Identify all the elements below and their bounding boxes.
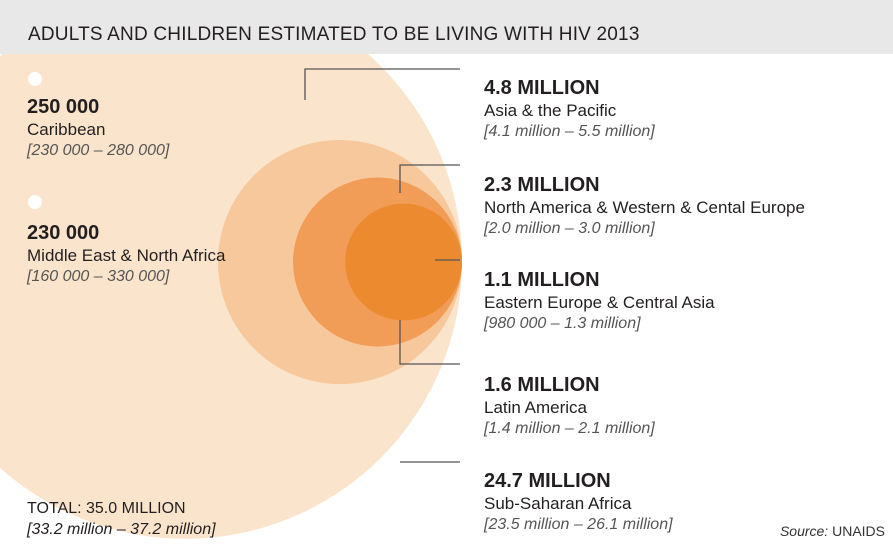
range-sub-saharan: [23.5 million – 26.1 million] [484, 516, 673, 533]
region-asia-pacific: Asia & the Pacific [484, 101, 617, 120]
bubble-caribbean [28, 72, 42, 86]
value-latin-america: 1.6 MILLION [484, 374, 600, 396]
value-ee-ca: 1.1 MILLION [484, 269, 600, 291]
bubble-eastern-europe-central-asia [345, 203, 463, 321]
label-latin-america: 1.6 MILLION Latin America [1.4 million –… [484, 374, 655, 439]
label-asia-pacific: 4.8 MILLION Asia & the Pacific [4.1 mill… [484, 77, 655, 142]
source-prefix: Source: [779, 523, 829, 539]
region-sub-saharan: Sub-Saharan Africa [484, 494, 632, 513]
region-caribbean: Caribbean [27, 120, 106, 139]
leader-lines [304, 68, 460, 463]
chart-title: ADULTS AND CHILDREN ESTIMATED TO BE LIVI… [28, 24, 640, 45]
region-na-europe: North America & Western & Cental Europe [484, 198, 805, 217]
range-caribbean: [230 000 – 280 000] [27, 142, 170, 159]
leader-asia [304, 68, 460, 100]
source-note: Source: UNAIDS [780, 523, 885, 539]
region-ee-ca: Eastern Europe & Central Asia [484, 293, 715, 312]
value-sub-saharan: 24.7 MILLION [484, 470, 611, 492]
leader-na-europe [399, 164, 460, 193]
range-middle-east: [160 000 – 330 000] [27, 268, 170, 285]
label-na-europe: 2.3 MILLION North America & Western & Ce… [484, 174, 805, 239]
title-bar: ADULTS AND CHILDREN ESTIMATED TO BE LIVI… [0, 0, 893, 54]
value-asia-pacific: 4.8 MILLION [484, 77, 600, 99]
range-asia-pacific: [4.1 million – 5.5 million] [484, 123, 655, 140]
source-name: UNAIDS [832, 523, 885, 539]
value-middle-east: 230 000 [27, 222, 100, 244]
range-latin-america: [1.4 million – 2.1 million] [484, 420, 655, 437]
value-caribbean: 250 000 [27, 96, 100, 118]
value-na-europe: 2.3 MILLION [484, 174, 600, 196]
leader-latin-america [399, 320, 460, 365]
label-caribbean: 250 000 Caribbean [230 000 – 280 000] [27, 96, 169, 161]
range-na-europe: [2.0 million – 3.0 million] [484, 220, 655, 237]
region-latin-america: Latin America [484, 398, 587, 417]
bubble-middle-east-north-africa [28, 195, 42, 209]
total-label: TOTAL: 35.0 MILLION [27, 500, 186, 517]
label-sub-saharan: 24.7 MILLION Sub-Saharan Africa [23.5 mi… [484, 470, 673, 535]
region-middle-east: Middle East & North Africa [27, 246, 226, 265]
label-middle-east: 230 000 Middle East & North Africa [160 … [27, 222, 225, 287]
range-ee-ca: [980 000 – 1.3 million] [484, 315, 641, 332]
total-block: TOTAL: 35.0 MILLION [33.2 million – 37.2… [27, 498, 216, 540]
label-ee-ca: 1.1 MILLION Eastern Europe & Central Asi… [484, 269, 715, 334]
total-range: [33.2 million – 37.2 million] [27, 521, 216, 538]
